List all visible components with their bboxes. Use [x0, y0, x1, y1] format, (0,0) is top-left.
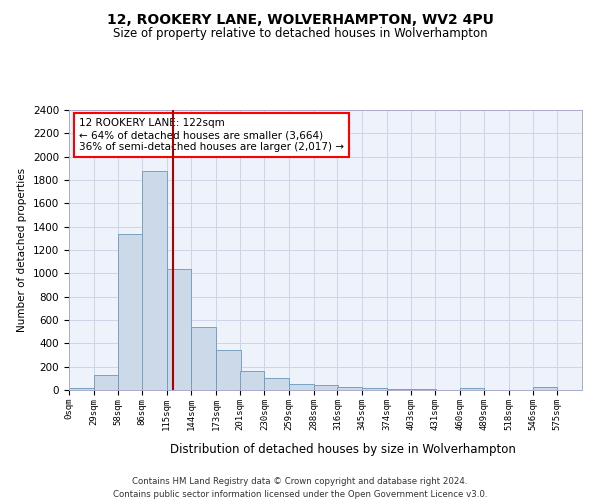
Y-axis label: Number of detached properties: Number of detached properties	[17, 168, 28, 332]
Bar	[289, 384, 314, 390]
Bar	[191, 327, 216, 390]
Bar	[118, 234, 143, 390]
Text: Contains public sector information licensed under the Open Government Licence v3: Contains public sector information licen…	[113, 490, 487, 499]
Bar	[337, 387, 362, 390]
Bar	[240, 372, 265, 390]
Text: Contains HM Land Registry data © Crown copyright and database right 2024.: Contains HM Land Registry data © Crown c…	[132, 478, 468, 486]
Bar	[362, 388, 386, 390]
Bar	[314, 386, 338, 390]
Bar	[167, 268, 191, 390]
Bar	[216, 350, 241, 390]
Bar	[265, 378, 289, 390]
Text: 12, ROOKERY LANE, WOLVERHAMPTON, WV2 4PU: 12, ROOKERY LANE, WOLVERHAMPTON, WV2 4PU	[107, 12, 493, 26]
Bar	[460, 388, 484, 390]
Text: Size of property relative to detached houses in Wolverhampton: Size of property relative to detached ho…	[113, 28, 487, 40]
Text: Distribution of detached houses by size in Wolverhampton: Distribution of detached houses by size …	[170, 442, 516, 456]
Bar	[94, 375, 118, 390]
Text: 12 ROOKERY LANE: 122sqm
← 64% of detached houses are smaller (3,664)
36% of semi: 12 ROOKERY LANE: 122sqm ← 64% of detache…	[79, 118, 344, 152]
Bar	[386, 389, 411, 390]
Bar	[142, 170, 167, 390]
Bar	[69, 388, 94, 390]
Bar	[533, 386, 557, 390]
